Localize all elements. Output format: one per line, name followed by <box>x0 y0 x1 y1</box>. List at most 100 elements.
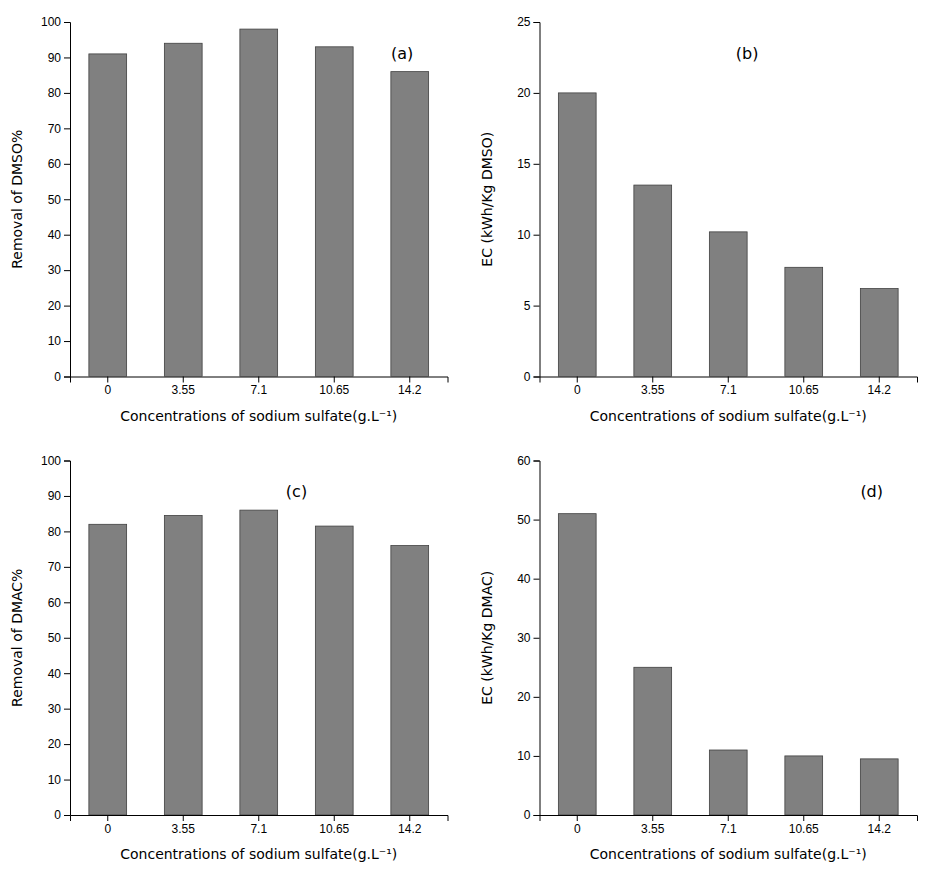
x-tick: 7.1 <box>250 377 267 398</box>
y-tick: 10 <box>48 773 70 787</box>
bar <box>391 546 429 815</box>
tick-label: 10.65 <box>319 822 349 836</box>
tick-mark <box>534 461 540 462</box>
x-axis: 0 3.55 7.1 10.65 14.2 <box>540 815 918 836</box>
x-tick: 7.1 <box>250 815 267 836</box>
tick-mark <box>803 815 804 821</box>
tick-label: 3.55 <box>641 822 665 836</box>
y-tick: 40 <box>517 572 539 586</box>
y-tick: 100 <box>41 454 70 468</box>
y-tick: 80 <box>48 86 70 100</box>
x-tick: 0 <box>574 815 581 836</box>
tick-mark <box>534 520 540 521</box>
axis-line <box>64 461 71 816</box>
tick-label: 14.2 <box>868 822 892 836</box>
tick-label: 50 <box>517 513 531 527</box>
y-tick: 10 <box>517 228 539 242</box>
panel: 03.557.110.6514.20102030405060EC (kWh/Kg… <box>479 454 918 862</box>
tick-label: 0 <box>104 383 111 397</box>
tick-label: 0 <box>574 822 581 836</box>
y-axis-title: Removal of DMAC% <box>9 569 25 707</box>
tick-mark <box>64 673 70 674</box>
tick-label: 0 <box>54 370 61 384</box>
tick-mark <box>534 377 540 378</box>
bar <box>785 756 823 815</box>
tick-mark <box>64 341 70 342</box>
bars <box>89 29 429 376</box>
tick-mark <box>64 744 70 745</box>
tick-label: 7.1 <box>250 383 267 397</box>
x-tick: 14.2 <box>398 815 422 836</box>
y-axis: 0102030405060 <box>517 454 540 822</box>
x-tick: 3.55 <box>172 377 196 398</box>
bar <box>315 47 353 377</box>
tick-label: 5 <box>524 299 531 313</box>
tick-label: 10 <box>517 228 531 242</box>
tick-mark <box>64 780 70 781</box>
x-tick: 3.55 <box>172 815 196 836</box>
tick-mark <box>728 815 729 821</box>
tick-label: 10.65 <box>319 383 349 397</box>
tick-label: 20 <box>517 86 531 100</box>
bar <box>785 267 823 376</box>
tick-mark <box>728 377 729 383</box>
tick-mark <box>64 235 70 236</box>
tick-mark <box>534 638 540 639</box>
axis-line <box>534 461 541 816</box>
y-tick: 30 <box>48 702 70 716</box>
bar <box>860 759 898 815</box>
tick-label: 3.55 <box>172 383 196 397</box>
bar <box>164 515 202 815</box>
y-tick: 80 <box>48 525 70 539</box>
bars <box>558 93 898 377</box>
tick-mark <box>64 306 70 307</box>
bar <box>89 524 127 815</box>
tick-mark <box>534 22 540 23</box>
tick-mark <box>183 815 184 821</box>
x-tick: 7.1 <box>720 377 737 398</box>
tick-label: 60 <box>48 157 62 171</box>
tick-label: 30 <box>48 702 62 716</box>
tick-label: 90 <box>48 489 62 503</box>
tick-label: 25 <box>517 15 531 29</box>
y-tick: 30 <box>517 631 539 645</box>
panel-label: (c) <box>286 482 307 501</box>
bar <box>558 93 596 377</box>
bar <box>634 667 672 815</box>
tick-mark <box>334 815 335 821</box>
tick-mark <box>652 815 653 821</box>
axis-line <box>540 377 918 383</box>
tick-label: 3.55 <box>641 383 665 397</box>
y-tick: 40 <box>48 667 70 681</box>
tick-label: 70 <box>48 560 62 574</box>
tick-mark <box>534 756 540 757</box>
tick-label: 14.2 <box>868 383 892 397</box>
tick-label: 60 <box>48 596 62 610</box>
bar <box>860 289 898 377</box>
y-tick: 20 <box>517 86 539 100</box>
bar <box>391 72 429 377</box>
x-tick: 3.55 <box>641 815 665 836</box>
tick-mark <box>334 377 335 383</box>
axis-line <box>64 23 71 378</box>
tick-label: 0 <box>574 383 581 397</box>
bars <box>558 514 898 815</box>
tick-label: 20 <box>48 299 62 313</box>
y-tick: 10 <box>48 334 70 348</box>
y-axis: 0102030405060708090100 <box>41 454 71 822</box>
tick-label: 80 <box>48 86 62 100</box>
bar <box>89 54 127 377</box>
x-axis-title: Concentrations of sodium sulfate(g.L⁻¹) <box>120 408 397 424</box>
bar <box>240 29 278 376</box>
tick-label: 14.2 <box>398 383 422 397</box>
panel: 03.557.110.6514.20102030405060708090100R… <box>9 454 448 862</box>
tick-label: 7.1 <box>720 822 737 836</box>
y-tick: 0 <box>54 808 70 822</box>
x-axis: 03.557.110.6514.2 <box>540 377 918 398</box>
x-tick: 10.65 <box>789 815 819 836</box>
tick-mark <box>64 496 70 497</box>
tick-label: 10 <box>517 749 531 763</box>
y-tick: 70 <box>48 122 70 136</box>
y-tick: 10 <box>517 749 539 763</box>
tick-label: 20 <box>48 737 62 751</box>
